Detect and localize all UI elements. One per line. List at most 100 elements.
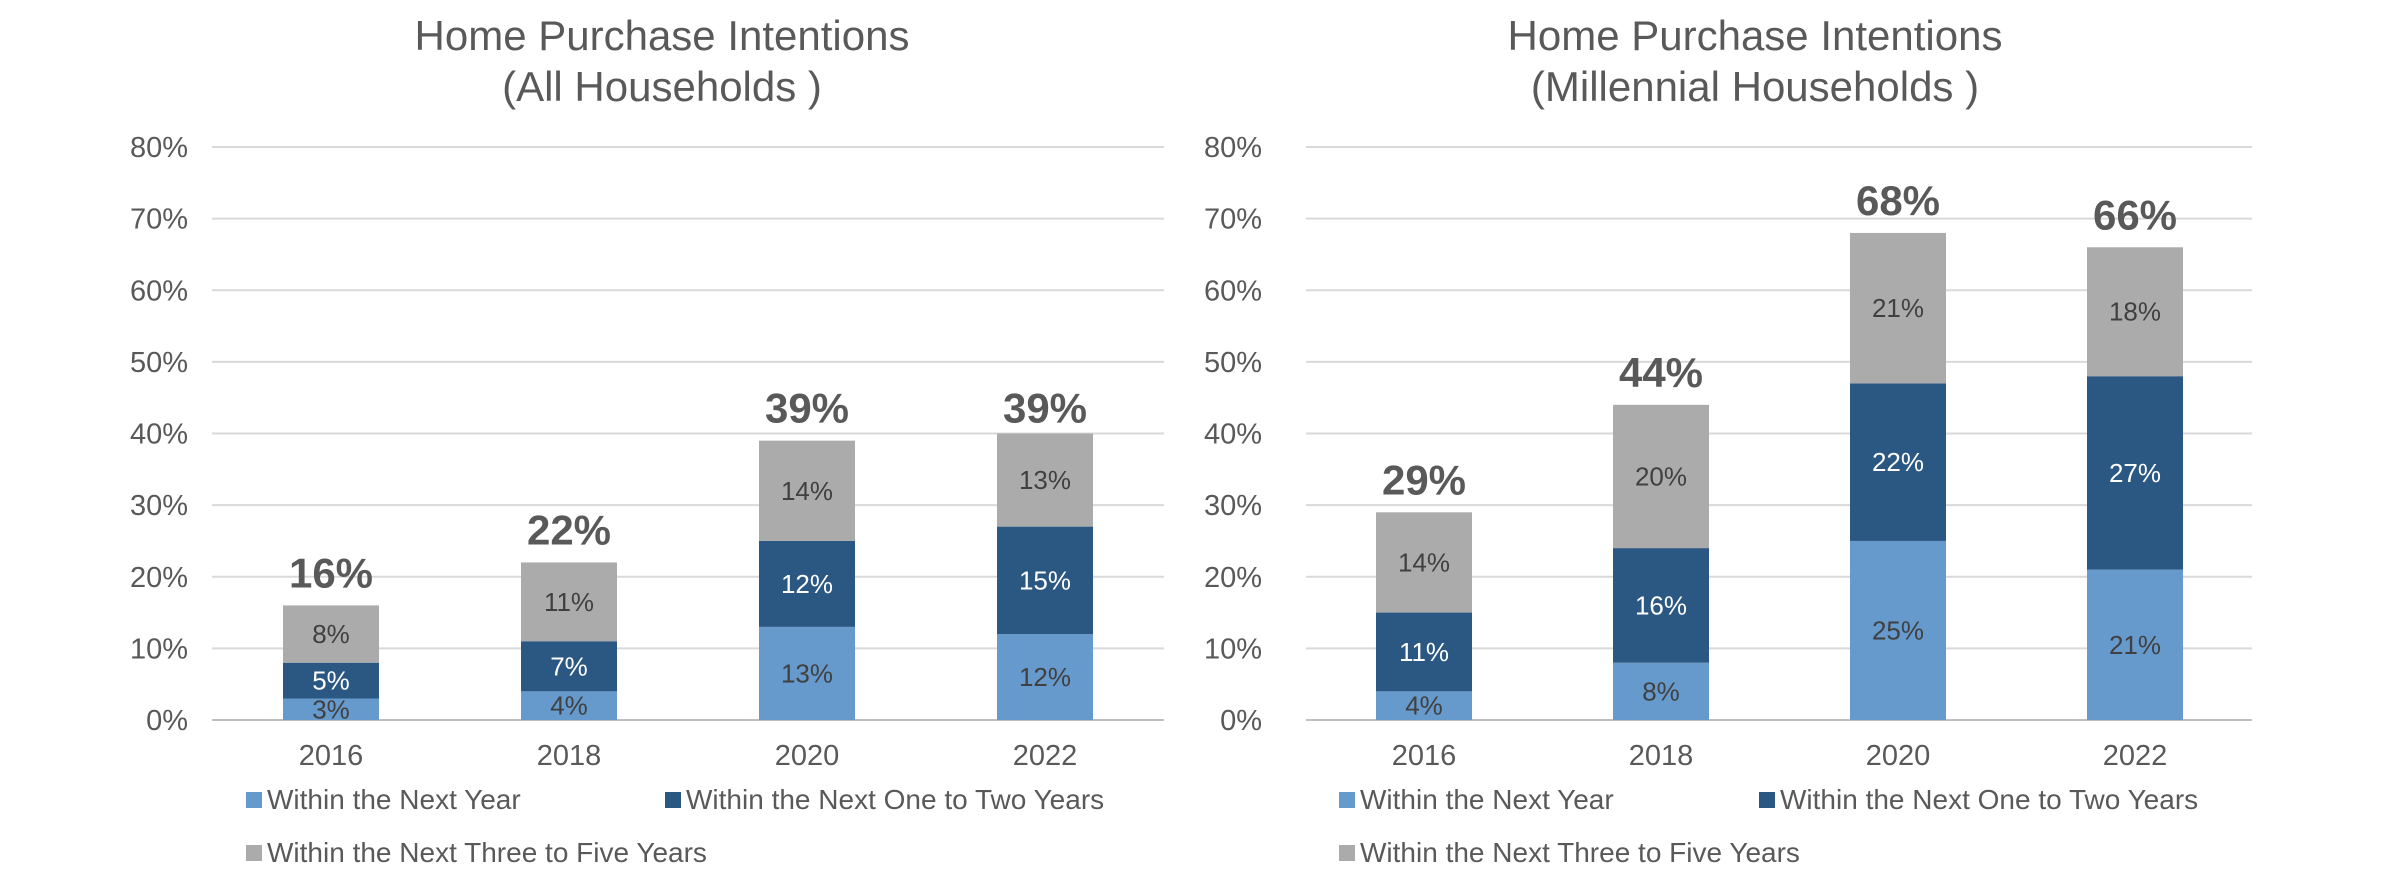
x-tick-label: 2022 xyxy=(2103,740,2168,772)
segment-value-label: 11% xyxy=(544,587,594,617)
bar-segment xyxy=(1376,512,1472,613)
bar-total-label: 16% xyxy=(289,549,373,596)
bar-segment xyxy=(1613,662,1709,720)
x-tick-label: 2020 xyxy=(1866,740,1931,772)
segment-value-label: 21% xyxy=(1872,293,1924,323)
bar-segment xyxy=(759,540,855,627)
y-tick-label: 0% xyxy=(146,705,188,737)
bar-segment xyxy=(1850,540,1946,720)
bar-segment xyxy=(521,641,617,692)
bar-segment xyxy=(2087,247,2183,377)
y-tick-label: 70% xyxy=(130,204,188,236)
segment-value-label: 18% xyxy=(2109,297,2161,327)
chart-all-households: Home Purchase Intentions(All Households … xyxy=(130,12,1164,868)
x-tick-label: 2022 xyxy=(1013,740,1078,772)
y-tick-label: 0% xyxy=(1220,705,1262,737)
bar-total-label: 39% xyxy=(765,385,849,432)
y-tick-label: 80% xyxy=(1204,132,1262,164)
bar-total-label: 66% xyxy=(2093,191,2177,238)
legend-label: Within the Next Year xyxy=(1360,784,1614,815)
chart-title-line: (Millennial Households ) xyxy=(1531,63,1979,110)
y-tick-label: 80% xyxy=(130,132,188,164)
chart-millennial-households: Home Purchase Intentions(Millennial Hous… xyxy=(1204,12,2252,868)
bar-segment xyxy=(759,626,855,720)
y-tick-label: 60% xyxy=(1204,275,1262,307)
segment-value-label: 8% xyxy=(312,619,350,649)
segment-value-label: 27% xyxy=(2109,458,2161,488)
segment-value-label: 12% xyxy=(781,569,833,599)
bar-total-label: 44% xyxy=(1619,349,1703,396)
segment-value-label: 21% xyxy=(2109,630,2161,660)
bar-segment xyxy=(1613,548,1709,663)
segment-value-label: 13% xyxy=(1019,465,1071,495)
bar-segment xyxy=(1376,612,1472,692)
x-tick-label: 2016 xyxy=(1392,740,1457,772)
legend-label: Within the Next Year xyxy=(267,784,521,815)
segment-value-label: 25% xyxy=(1872,615,1924,645)
bar-segment xyxy=(1613,404,1709,549)
legend-swatch xyxy=(1339,792,1355,808)
segment-value-label: 11% xyxy=(1399,637,1449,667)
bar-segment xyxy=(2087,569,2183,720)
segment-value-label: 14% xyxy=(781,476,833,506)
bar-segment xyxy=(521,562,617,642)
bar-segment xyxy=(283,605,379,663)
segment-value-label: 12% xyxy=(1019,662,1071,692)
legend-swatch xyxy=(665,792,681,808)
bar-segment xyxy=(2087,376,2183,570)
y-tick-label: 70% xyxy=(1204,204,1262,236)
legend-swatch xyxy=(246,792,262,808)
segment-value-label: 7% xyxy=(550,651,588,681)
y-tick-label: 50% xyxy=(130,347,188,379)
bar-total-label: 39% xyxy=(1003,385,1087,432)
segment-value-label: 14% xyxy=(1398,547,1450,577)
y-tick-label: 40% xyxy=(1204,419,1262,451)
legend-label: Within the Next Three to Five Years xyxy=(1360,837,1800,868)
bar-segment xyxy=(997,526,1093,635)
x-tick-label: 2018 xyxy=(537,740,602,772)
segment-value-label: 5% xyxy=(312,666,350,696)
y-tick-label: 10% xyxy=(130,633,188,665)
segment-value-label: 20% xyxy=(1635,461,1687,491)
x-tick-label: 2018 xyxy=(1629,740,1694,772)
y-tick-label: 30% xyxy=(130,490,188,522)
segment-value-label: 8% xyxy=(1642,676,1680,706)
y-tick-label: 60% xyxy=(130,275,188,307)
bar-segment xyxy=(759,440,855,541)
bar-segment xyxy=(283,698,379,720)
x-tick-label: 2016 xyxy=(299,740,364,772)
segment-value-label: 3% xyxy=(312,694,350,724)
bar-total-label: 29% xyxy=(1382,456,1466,503)
bar-total-label: 22% xyxy=(527,506,611,553)
legend-swatch xyxy=(1339,845,1355,861)
bar-segment xyxy=(1850,383,1946,541)
y-tick-label: 20% xyxy=(130,562,188,594)
legend-swatch xyxy=(246,845,262,861)
bar-total-label: 68% xyxy=(1856,177,1940,224)
chart-title-line: Home Purchase Intentions xyxy=(1508,12,2003,59)
legend-swatch xyxy=(1759,792,1775,808)
chart-title-line: (All Households ) xyxy=(502,63,822,110)
chart-title-line: Home Purchase Intentions xyxy=(415,12,910,59)
y-tick-label: 20% xyxy=(1204,562,1262,594)
bar-segment xyxy=(1850,232,1946,384)
x-tick-label: 2020 xyxy=(775,740,840,772)
bar-segment xyxy=(283,662,379,699)
legend-label: Within the Next One to Two Years xyxy=(686,784,1104,815)
segment-value-label: 4% xyxy=(550,691,588,721)
segment-value-label: 15% xyxy=(1019,565,1071,595)
segment-value-label: 13% xyxy=(781,658,833,688)
y-tick-label: 50% xyxy=(1204,347,1262,379)
segment-value-label: 4% xyxy=(1405,691,1443,721)
y-tick-label: 10% xyxy=(1204,633,1262,665)
bar-segment xyxy=(1376,691,1472,720)
bar-segment xyxy=(997,433,1093,527)
segment-value-label: 16% xyxy=(1635,590,1687,620)
y-tick-label: 40% xyxy=(130,419,188,451)
y-tick-label: 30% xyxy=(1204,490,1262,522)
bar-segment xyxy=(521,691,617,720)
legend-label: Within the Next Three to Five Years xyxy=(267,837,707,868)
segment-value-label: 22% xyxy=(1872,447,1924,477)
legend-label: Within the Next One to Two Years xyxy=(1780,784,2198,815)
